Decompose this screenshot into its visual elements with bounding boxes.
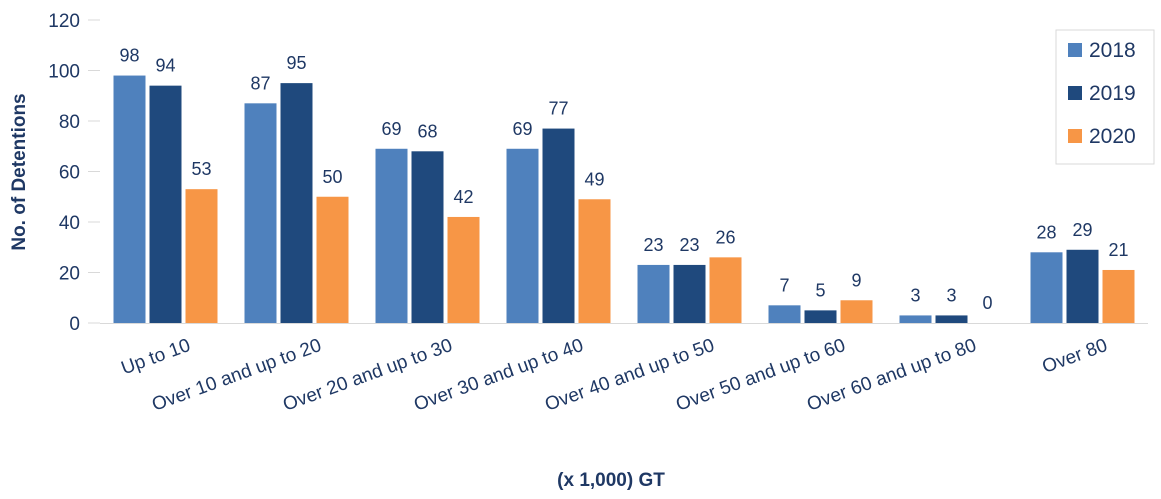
data-label: 3 — [910, 285, 920, 305]
y-tick-label: 80 — [59, 112, 80, 133]
bar-2019 — [1066, 249, 1099, 323]
data-label: 69 — [512, 119, 532, 139]
data-label: 28 — [1036, 222, 1056, 242]
legend-swatch — [1068, 43, 1082, 57]
bar-2020 — [316, 196, 349, 323]
bar-2020 — [185, 189, 218, 323]
bar-2018 — [113, 75, 146, 323]
bar-2020 — [447, 216, 480, 323]
legend-swatch — [1068, 86, 1082, 100]
data-label: 0 — [982, 293, 992, 313]
bar-2019 — [411, 151, 444, 323]
data-label: 68 — [417, 121, 437, 141]
y-tick-label: 60 — [59, 163, 80, 184]
data-label: 42 — [453, 187, 473, 207]
bar-2019 — [149, 85, 182, 324]
data-label: 50 — [322, 167, 342, 187]
legend-label: 2018 — [1089, 39, 1136, 62]
data-label: 49 — [584, 169, 604, 189]
x-tick-label: Over 80 — [1040, 335, 1111, 378]
bar-2019 — [542, 128, 575, 323]
data-label: 21 — [1108, 240, 1128, 260]
data-label: 23 — [679, 235, 699, 255]
bar-2018 — [637, 264, 670, 323]
bar-2020 — [840, 300, 873, 323]
y-tick-label: 100 — [48, 62, 80, 83]
data-label: 29 — [1072, 220, 1092, 240]
data-label: 23 — [643, 235, 663, 255]
data-label: 87 — [250, 73, 270, 93]
bar-2018 — [899, 315, 932, 323]
data-label: 98 — [119, 46, 139, 66]
y-tick-label: 20 — [59, 264, 80, 285]
bar-2018 — [1030, 252, 1063, 323]
data-label: 5 — [815, 280, 825, 300]
x-axis-title: (x 1,000) GT — [557, 470, 665, 491]
bar-2018 — [244, 103, 277, 323]
data-label: 53 — [191, 159, 211, 179]
legend-label: 2020 — [1089, 125, 1136, 148]
x-tick-label: Up to 10 — [119, 335, 194, 379]
legend-swatch — [1068, 129, 1082, 143]
bar-2018 — [375, 148, 408, 323]
y-tick-label: 120 — [48, 11, 80, 32]
bar-2020 — [709, 257, 742, 323]
bar-2019 — [935, 315, 968, 323]
y-tick-label: 40 — [59, 213, 80, 234]
y-axis-title: No. of Detentions — [9, 93, 30, 250]
data-labels-layer: 98 94 53 87 95 50 69 68 42 69 77 49 23 23 26 7 5 9 3 3 0 28 29… — [119, 46, 1128, 313]
legend: 2018 2019 2020 — [1055, 29, 1155, 165]
data-label: 77 — [548, 99, 568, 119]
bar-2018 — [506, 148, 539, 323]
bar-2019 — [673, 264, 706, 323]
data-label: 3 — [946, 285, 956, 305]
data-label: 7 — [779, 275, 789, 295]
bar-2020 — [578, 199, 611, 323]
y-tick-label: 0 — [69, 314, 80, 335]
data-label: 94 — [155, 56, 175, 76]
bar-2019 — [280, 83, 313, 323]
bar-2019 — [804, 310, 837, 323]
data-label: 9 — [851, 270, 861, 290]
bar-2020 — [1102, 269, 1135, 323]
data-label: 26 — [715, 227, 735, 247]
data-label: 69 — [381, 119, 401, 139]
legend-label: 2019 — [1089, 82, 1136, 105]
data-label: 95 — [286, 53, 306, 73]
bar-2018 — [768, 305, 801, 323]
bars-layer — [113, 75, 1135, 324]
